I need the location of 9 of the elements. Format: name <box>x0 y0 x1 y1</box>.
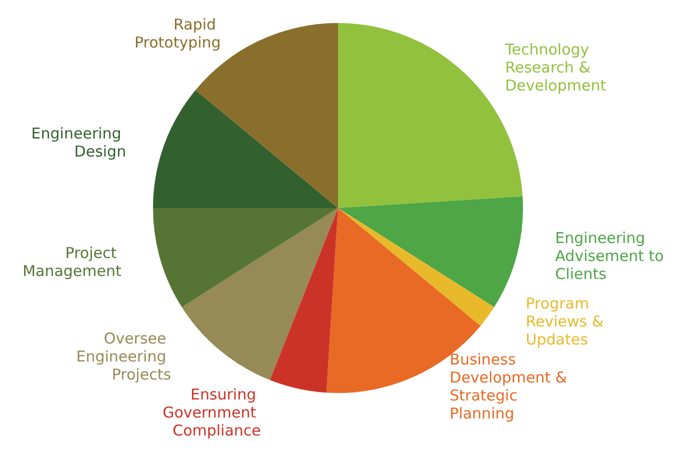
slice-label: Program Reviews & Updates <box>526 294 608 348</box>
slice-label: Project Management <box>22 244 122 280</box>
slice-label: Engineering Design <box>31 124 126 161</box>
slice-label: Rapid Prototyping <box>134 15 221 52</box>
slice-label: Ensuring Government Compliance <box>162 386 261 440</box>
slice-label: Business Development & Strategic Planning <box>450 350 572 422</box>
slice-label: Technology Research & Development <box>504 40 606 94</box>
slice-label: Engineering Advisement to Clients <box>555 228 669 283</box>
slice-label: Oversee Engineering Projects <box>76 330 172 384</box>
